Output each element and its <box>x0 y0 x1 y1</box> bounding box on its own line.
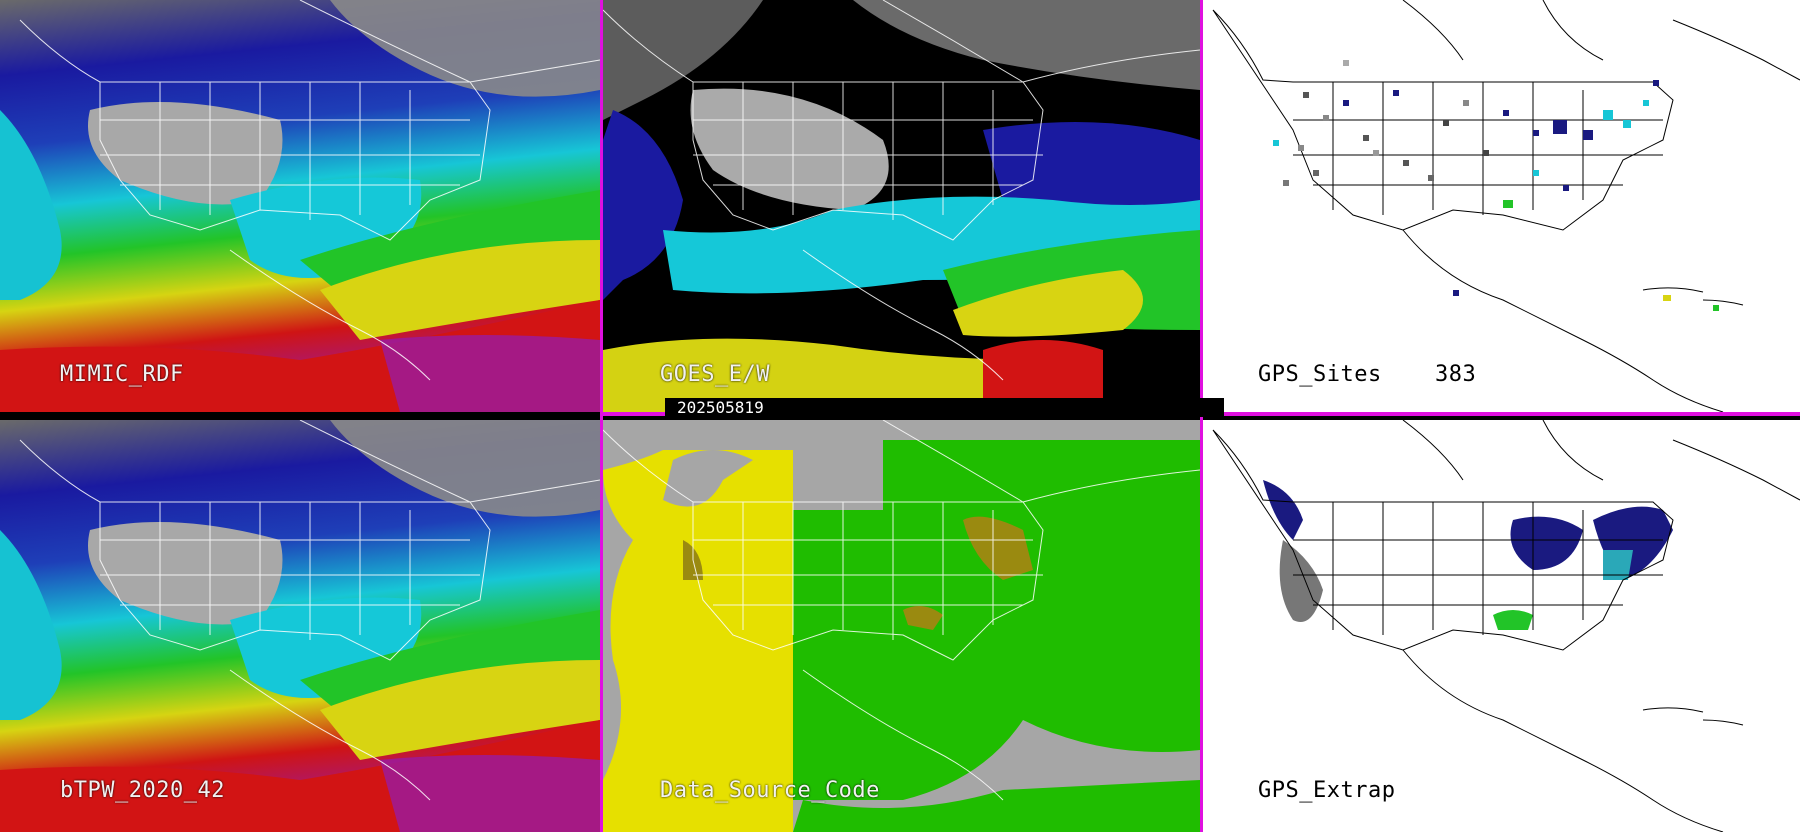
panel-label-btpw: bTPW_2020_42 <box>60 778 225 803</box>
timestamp-bar: 202505819 <box>665 398 1224 417</box>
data-source-field <box>603 420 1200 832</box>
panel-label-gps-sites: GPS_Sites <box>1258 362 1382 387</box>
gps-sites-panel[interactable]: GPS_Sites 383 <box>1203 0 1800 412</box>
gps-extrap-map <box>1203 420 1800 832</box>
panel-label-mimic: MIMIC_RDF <box>60 362 184 387</box>
mimic-moisture-field <box>0 0 600 412</box>
data-source-panel[interactable]: Data_Source_Code <box>603 420 1200 832</box>
gps-site-count: 383 <box>1435 362 1477 387</box>
btpw-moisture-field <box>0 420 600 832</box>
btpw-panel[interactable]: bTPW_2020_42 <box>0 420 600 832</box>
panel-label-data-source: Data_Source_Code <box>660 778 880 803</box>
panel-label-gps-extrap: GPS_Extrap <box>1258 778 1396 803</box>
divider-vertical-left <box>600 0 603 832</box>
gps-sites-map <box>1203 0 1800 412</box>
goes-panel[interactable]: GOES_E/W <box>603 0 1200 412</box>
panel-label-goes: GOES_E/W <box>660 362 770 387</box>
gps-extrap-panel[interactable]: GPS_Extrap <box>1203 420 1800 832</box>
mimic-panel[interactable]: MIMIC_RDF <box>0 0 600 412</box>
gps-site-markers <box>1273 60 1719 311</box>
goes-moisture-field <box>603 0 1200 412</box>
